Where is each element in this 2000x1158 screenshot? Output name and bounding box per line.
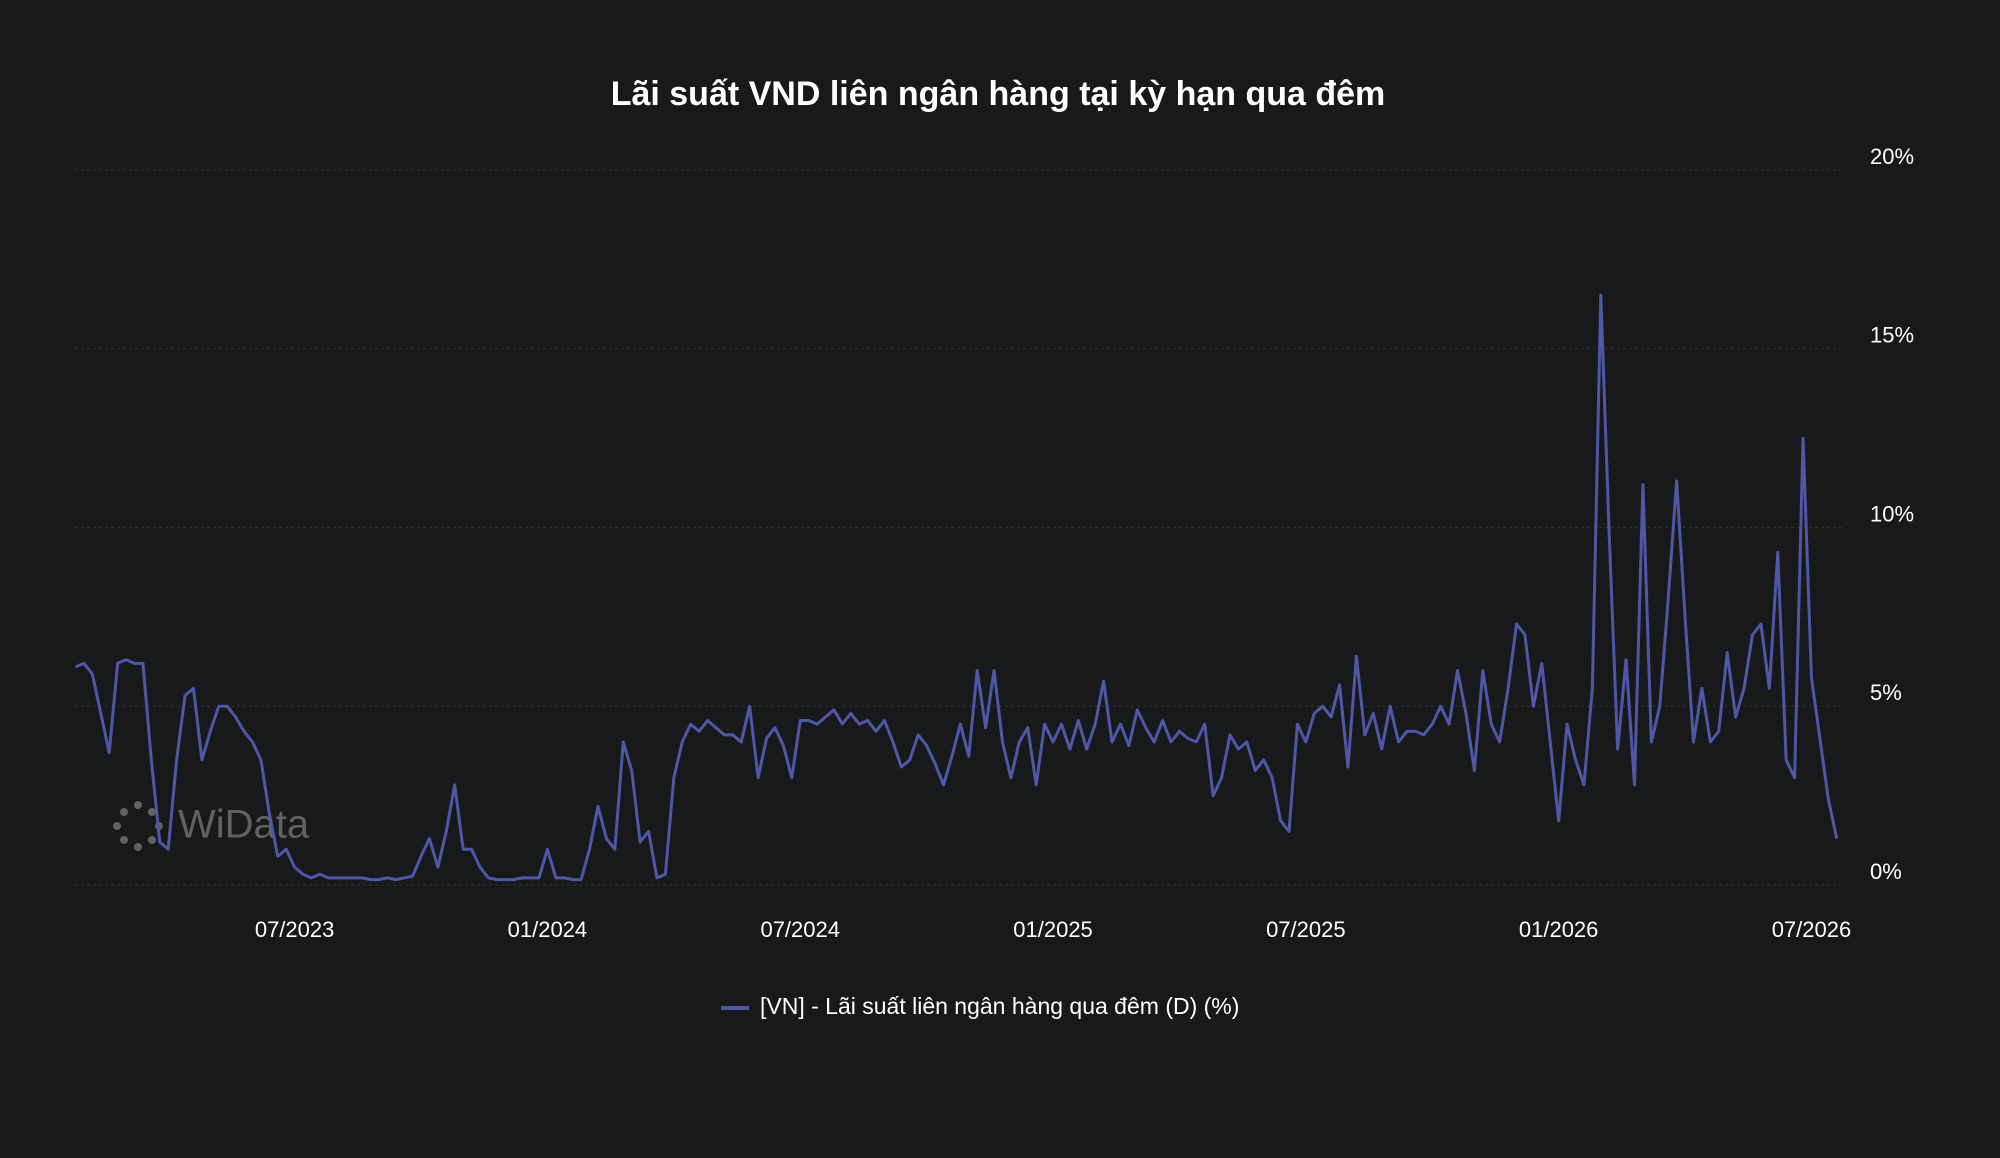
- y-tick-label: 0%: [1870, 859, 1902, 884]
- x-tick-label: 01/2024: [508, 917, 588, 942]
- x-tick-label: 07/2026: [1772, 917, 1852, 942]
- y-tick-label: 15%: [1870, 323, 1914, 348]
- x-tick-label: 01/2025: [1013, 917, 1093, 942]
- x-tick-label: 07/2025: [1266, 917, 1346, 942]
- x-tick-label: 01/2026: [1519, 917, 1599, 942]
- y-tick-label: 10%: [1870, 501, 1914, 526]
- y-tick-label: 5%: [1870, 680, 1902, 705]
- watermark-text: WiData: [178, 803, 310, 847]
- x-tick-label: 07/2024: [760, 917, 840, 942]
- series-line: [74, 293, 1839, 882]
- y-tick-label: 20%: [1870, 144, 1914, 169]
- x-tick-label: 07/2023: [255, 917, 335, 942]
- chart-title: Lãi suất VND liên ngân hàng tại kỳ hạn q…: [611, 75, 1386, 113]
- legend-label: [VN] - Lãi suất liên ngân hàng qua đêm (…: [760, 993, 1239, 1019]
